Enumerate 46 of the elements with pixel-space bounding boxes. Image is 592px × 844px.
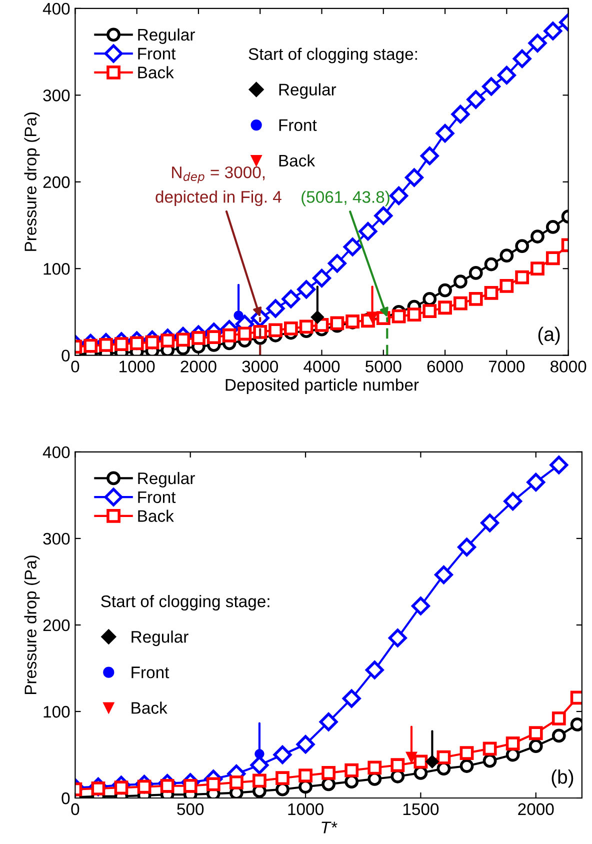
y-tick-label: 400	[42, 446, 70, 458]
x-axis-title: T*	[322, 822, 338, 834]
y-tick-label: 200	[43, 619, 70, 632]
y-tick-label: 300	[43, 532, 70, 545]
y-tick-label: 0	[62, 792, 70, 804]
legend-label: Back	[138, 510, 174, 522]
legend-label: Back	[138, 66, 174, 78]
legend-label: Regular	[138, 472, 195, 488]
legend-label: Back	[279, 154, 316, 167]
y-tick-label: 100	[44, 706, 70, 718]
legend-label: Front	[279, 119, 317, 132]
x-tick-label: 2000	[180, 360, 216, 372]
y-tick-label: 100	[44, 263, 70, 275]
y-tick-label: 400	[42, 2, 70, 15]
x-tick-label: 4000	[304, 360, 340, 372]
legend-label: Front	[138, 491, 176, 504]
legend-label: Back	[132, 702, 168, 714]
legend-title: Start of clogging stage:	[248, 48, 417, 64]
legend-label: Regular	[132, 630, 188, 646]
annotation: (a)	[538, 326, 560, 345]
legend-label: Front	[132, 666, 170, 678]
x-axis-title: Deposited particle number	[226, 378, 419, 394]
x-tick-label: 1500	[403, 803, 439, 816]
y-axis-title: Pressure drop (Pa)	[24, 112, 40, 251]
legend-label: Front	[138, 48, 176, 60]
x-tick-label: 0	[71, 803, 80, 816]
x-tick-label: 1000	[288, 803, 324, 816]
x-tick-label: 7000	[488, 360, 525, 372]
y-tick-label: 300	[43, 90, 70, 102]
legend-label: Regular	[279, 83, 336, 99]
x-tick-label: 0	[71, 360, 80, 372]
legend-title: Start of clogging stage:	[101, 594, 270, 611]
x-tick-label: 5000	[366, 360, 402, 372]
legend-label: Regular	[138, 28, 195, 44]
x-tick-label: 6000	[427, 360, 463, 372]
annotation: (5061, 43.8)	[302, 190, 390, 206]
annotation: (b)	[552, 769, 574, 788]
y-axis-title: Pressure drop (Pa)	[24, 556, 40, 694]
x-tick-label: 500	[177, 803, 204, 816]
x-tick-label: 3000	[242, 360, 278, 372]
x-tick-label: 8000	[550, 360, 586, 372]
x-tick-label: 1000	[120, 360, 155, 372]
annotation: N$_{dep}$ = 3000, depicted in Fig. 4	[156, 166, 282, 206]
x-tick-label: 2000	[518, 803, 554, 816]
y-tick-label: 0	[62, 350, 70, 362]
y-tick-label: 200	[43, 176, 70, 188]
